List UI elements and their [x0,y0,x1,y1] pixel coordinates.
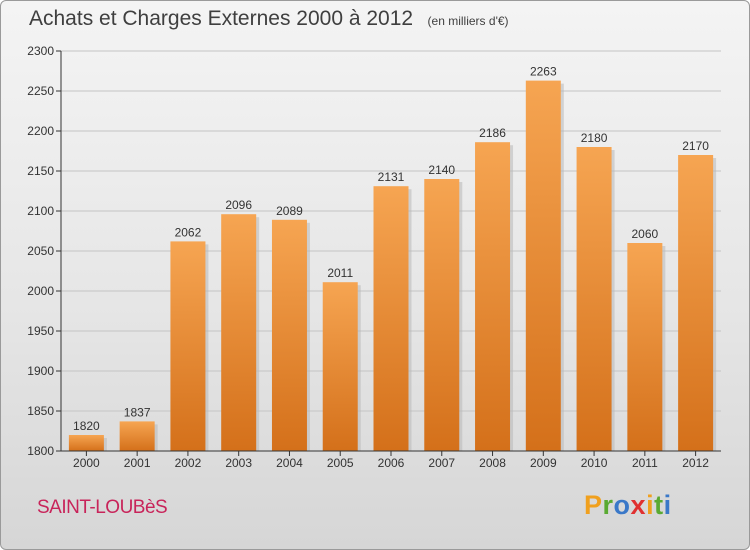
bar-2008 [475,142,511,451]
x-tick-label: 2008 [479,456,506,470]
x-tick-label: 2004 [276,456,303,470]
logo-letter: i [646,490,655,520]
data-label: 2096 [225,198,252,212]
y-tick-label: 2200 [27,124,54,138]
y-tick-label: 2150 [27,164,54,178]
bar-2010 [576,147,612,451]
data-label: 2170 [682,139,709,153]
x-tick-label: 2011 [632,456,658,470]
chart-title: Achats et Charges Externes 2000 à 2012 [29,7,414,30]
x-tick-label: 2007 [428,456,455,470]
x-tick-label: 2010 [581,456,608,470]
x-tick-label: 2006 [378,456,405,470]
chart-header: Achats et Charges Externes 2000 à 2012 (… [29,7,509,31]
bar-2009 [525,80,561,451]
data-label: 2186 [479,126,506,140]
logo-letter: o [613,490,631,520]
proxiti-logo: Proxiti [584,490,672,521]
data-label: 2263 [530,65,557,79]
x-tick-label: 2002 [175,456,202,470]
data-label: 2062 [175,225,202,239]
bar-2004 [271,219,307,451]
y-tick-label: 2100 [27,204,54,218]
x-tick-label: 2012 [682,456,709,470]
y-tick-label: 2050 [27,244,54,258]
logo-letter: P [584,490,603,520]
bar-2012 [678,155,714,451]
y-tick-label: 1950 [27,324,54,338]
y-tick-label: 1900 [27,364,54,378]
bars: 1820 1837 2062 2096 2089 2011 2131 2140 2186 2263… [68,65,717,451]
data-label: 2131 [378,170,405,184]
bar-2005 [322,282,358,451]
data-label: 1837 [124,405,151,419]
logo-letter: x [630,490,647,520]
bar-2002 [170,241,206,451]
commune-name: SAINT-LOUBèS [37,497,168,518]
axes: 1800 1850 1900 1950 2000 2050 2100 2150 2200 2250… [27,44,721,470]
logo-letter: r [602,490,614,520]
x-tick-label: 2001 [124,456,151,470]
bar-2006 [373,186,409,451]
logo-letter: i [663,490,672,520]
y-tick-label: 1800 [27,444,54,458]
x-tick-label: 2003 [225,456,252,470]
y-tick-label: 2250 [27,84,54,98]
data-label: 2140 [428,163,455,177]
data-label: 1820 [73,419,100,433]
bar-2001 [119,421,155,451]
y-tick-label: 2300 [27,44,54,58]
data-label: 2011 [327,266,353,280]
x-tick-label: 2000 [73,456,100,470]
x-tick-label: 2005 [327,456,354,470]
bar-2011 [627,243,663,451]
x-tick-label: 2009 [530,456,557,470]
data-label: 2089 [276,204,303,218]
y-tick-label: 1850 [27,404,54,418]
bar-2003 [221,214,257,451]
data-label: 2180 [581,131,608,145]
bar-2000 [68,435,104,451]
bar-2007 [424,179,460,451]
logo-letter: t [654,490,664,520]
y-tick-label: 2000 [27,284,54,298]
chart-subtitle: (en milliers d'€) [427,14,509,28]
data-label: 2060 [631,227,658,241]
